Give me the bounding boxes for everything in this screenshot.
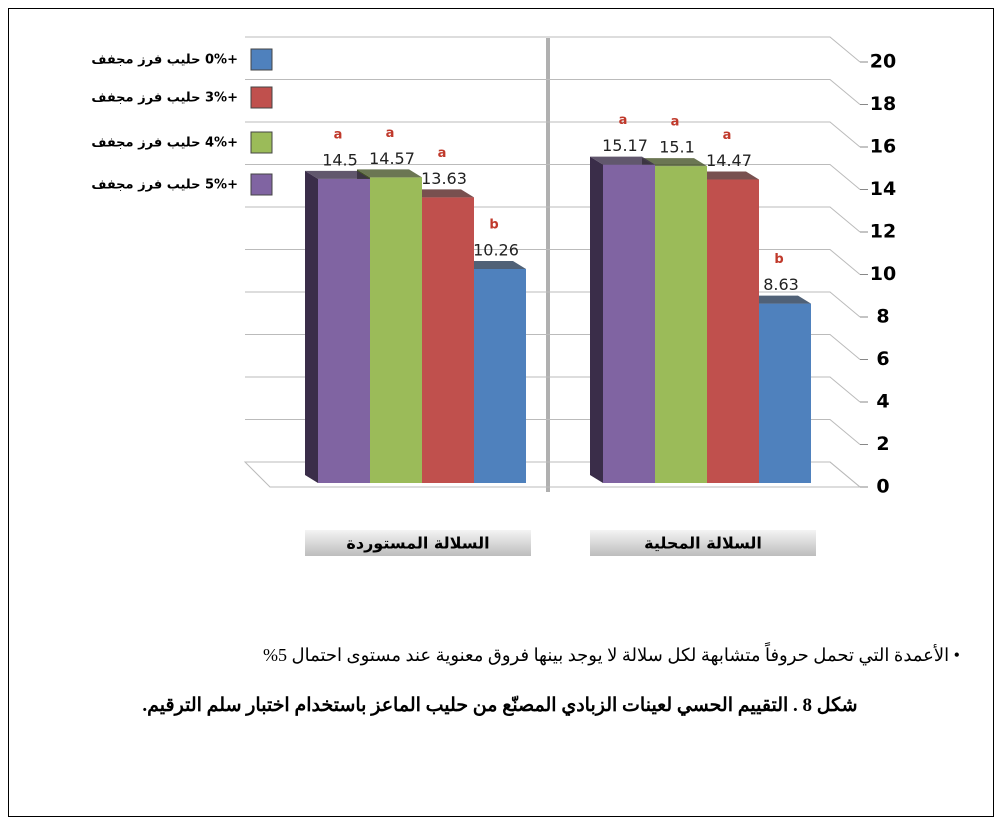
bar-side: [305, 170, 318, 483]
legend-swatch: [250, 173, 273, 196]
x-tick-label: السلالة المحلية: [644, 534, 762, 553]
bar: [422, 197, 474, 484]
grid-line: [245, 121, 861, 148]
y-tick-label: 4: [876, 391, 889, 413]
bar-top: [409, 189, 474, 198]
significance-letter: a: [386, 126, 395, 141]
category-box: [590, 530, 816, 556]
legend-label: +0% حليب فرز مجفف: [91, 53, 238, 68]
bar-top: [461, 260, 526, 269]
value-label: 15.1: [659, 138, 695, 157]
footnote: • الأعمدة التي تحمل حروفاً متشابهة لكل س…: [263, 645, 960, 665]
legend-label: +3% حليب فرز مجفف: [91, 91, 238, 106]
legend-swatch: [250, 131, 273, 154]
significance-letter: b: [774, 252, 783, 267]
y-tick-label: 20: [870, 51, 896, 73]
bar: [370, 177, 422, 483]
legend-label: +5% حليب فرز مجفف: [91, 178, 238, 193]
bar: [603, 164, 655, 483]
y-tick-label: 12: [870, 221, 896, 243]
significance-letter: b: [489, 217, 498, 232]
y-tick-label: 18: [870, 93, 896, 115]
bar-top: [694, 171, 759, 180]
bar: [474, 268, 526, 483]
significance-letter: a: [438, 146, 447, 161]
legend-label: +4% حليب فرز مجفف: [91, 136, 238, 151]
y-tick-label: 10: [870, 263, 896, 285]
legend-swatch: [250, 86, 273, 109]
x-tick-label: السلالة المستوردة: [346, 534, 489, 553]
y-tick-label: 8: [876, 306, 889, 328]
bar-top: [357, 169, 422, 178]
significance-letter: a: [671, 115, 680, 130]
grid-line: [245, 79, 861, 105]
value-label: 10.26: [473, 240, 519, 259]
value-label: 14.57: [369, 149, 415, 168]
bar-top: [590, 156, 655, 165]
bar-side: [590, 156, 603, 483]
y-tick-label: 14: [870, 178, 896, 200]
y-tick-label: 0: [876, 476, 889, 498]
y-tick-label: 2: [876, 433, 889, 455]
caption: شكل 8 . التقييم الحسي لعينات الزبادي الم…: [142, 695, 858, 716]
grid-line: [245, 164, 861, 190]
value-label: 8.63: [763, 275, 799, 294]
significance-letter: a: [723, 128, 732, 143]
y-tick-label: 16: [870, 136, 896, 158]
significance-letter: a: [334, 127, 343, 142]
bar: [655, 166, 707, 483]
bar-top: [642, 158, 707, 167]
grid-line: [245, 36, 861, 63]
category-box: [305, 530, 531, 556]
bar: [318, 178, 370, 483]
value-label: 14.47: [706, 151, 752, 170]
value-label: 13.63: [421, 169, 467, 188]
frame: [8, 8, 994, 817]
bar-top: [746, 295, 811, 304]
bar: [759, 303, 811, 483]
value-label: 14.5: [322, 150, 358, 169]
value-label: 15.17: [602, 136, 648, 155]
significance-letter: a: [619, 113, 628, 128]
bar-top: [305, 170, 370, 179]
legend-swatch: [250, 48, 273, 71]
bar: [707, 179, 759, 483]
y-tick-label: 6: [876, 348, 889, 370]
